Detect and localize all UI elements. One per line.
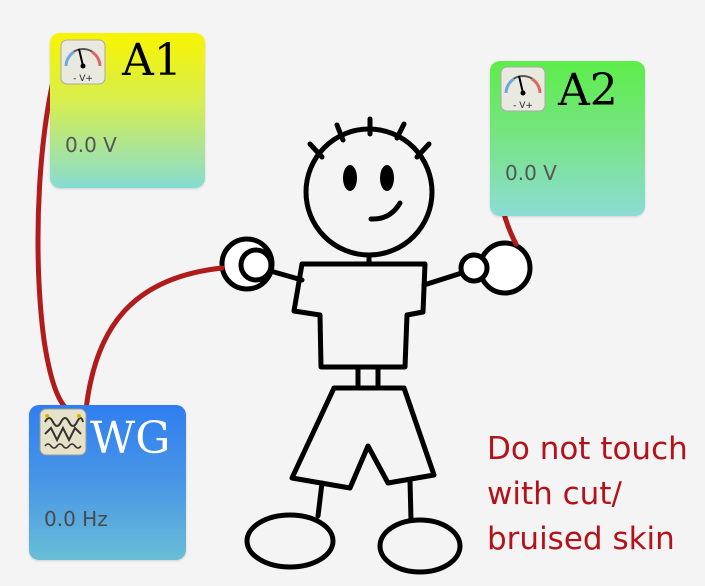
module-label: WG [90, 413, 171, 464]
voltage-reading: 0.0 V [65, 133, 117, 157]
module-a2[interactable]: - V+ A2 0.0 V [490, 61, 645, 216]
wave-generator-icon [39, 408, 87, 460]
left-hand-inner [238, 247, 274, 283]
stick-figure [219, 116, 533, 575]
shirt [291, 261, 428, 370]
voltage-reading: 0.0 V [505, 161, 557, 185]
module-label: A1 [122, 35, 182, 86]
shorts [289, 385, 437, 491]
right-foot [377, 517, 463, 575]
right-hand-inner [458, 252, 490, 284]
module-wg[interactable]: WG 0.0 Hz [29, 405, 186, 560]
module-a1[interactable]: - V+ A1 0.0 V [50, 33, 205, 188]
head [303, 126, 435, 258]
frequency-reading: 0.0 Hz [44, 507, 108, 531]
right-eye [380, 165, 394, 191]
smile [368, 200, 403, 222]
left-leg [315, 480, 325, 519]
wire-a1-to-wg [35, 45, 69, 411]
left-eye [343, 165, 357, 191]
right-leg [407, 477, 414, 523]
module-label: A2 [558, 65, 618, 116]
voltmeter-icon: - V+ [60, 39, 106, 89]
svg-text:- V+: - V+ [513, 101, 533, 111]
wire-wg-to-left-hand [83, 265, 225, 413]
svg-text:- V+: - V+ [73, 74, 93, 84]
warning-text: Do not touch with cut/ bruised skin [487, 431, 688, 557]
voltmeter-icon: - V+ [500, 66, 546, 116]
left-foot [244, 512, 336, 570]
